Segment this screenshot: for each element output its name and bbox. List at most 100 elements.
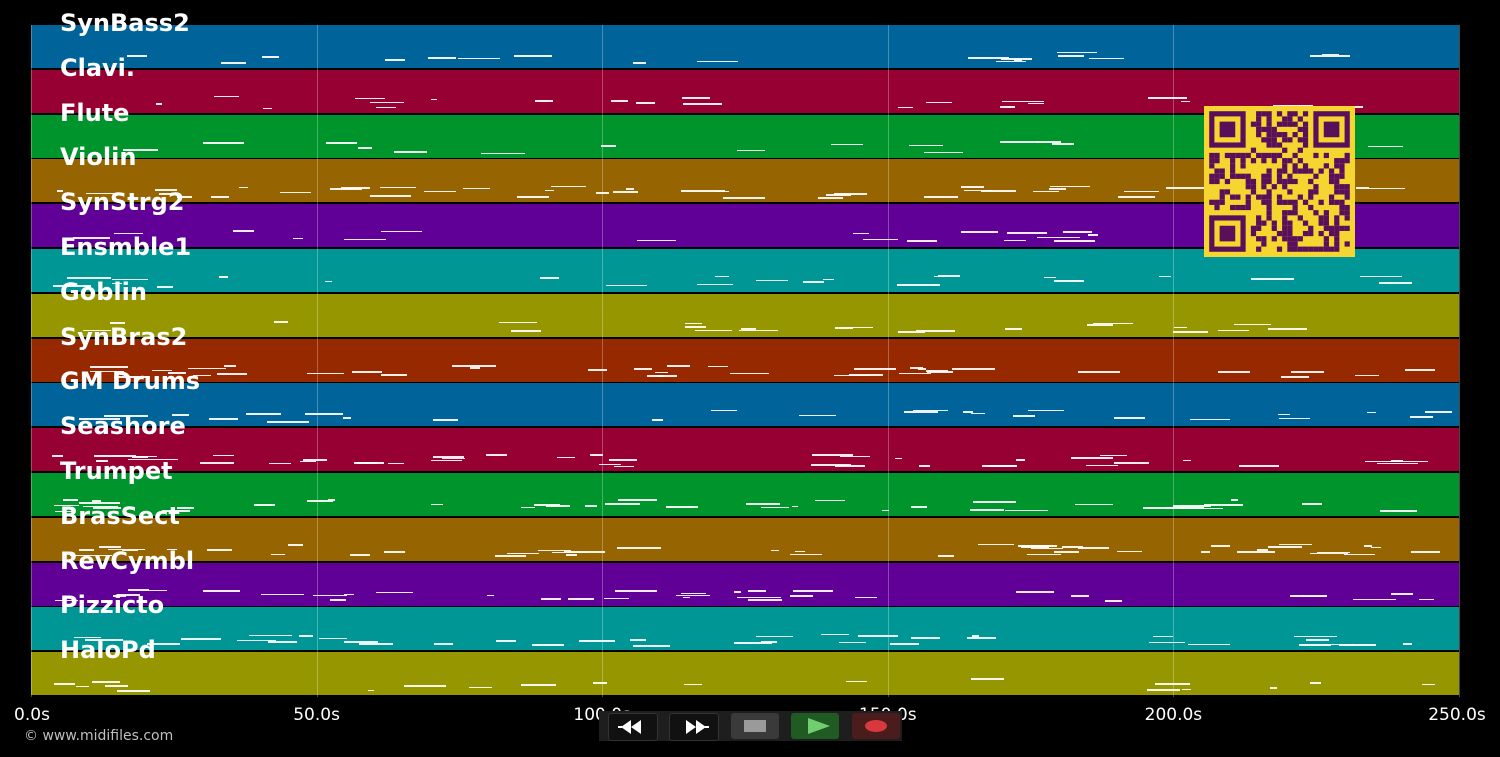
track-lane[interactable]	[31, 473, 1459, 516]
time-gridline	[1173, 25, 1175, 697]
note-mark	[1378, 282, 1412, 284]
note-mark	[895, 457, 902, 460]
note-mark	[306, 372, 344, 375]
note-mark	[181, 638, 222, 640]
note-mark	[1321, 53, 1339, 56]
note-mark	[610, 100, 628, 102]
note-mark	[1071, 457, 1113, 459]
note-mark	[381, 230, 422, 233]
note-mark	[1099, 454, 1128, 457]
note-mark	[209, 418, 239, 420]
track-lane[interactable]	[31, 293, 1459, 337]
note-mark	[342, 417, 352, 419]
note-mark	[1088, 57, 1124, 60]
note-mark	[1272, 104, 1314, 107]
time-gridline	[31, 25, 32, 697]
time-gridline	[316, 25, 318, 697]
note-mark	[1364, 545, 1372, 547]
note-mark	[1316, 551, 1351, 554]
note-mark	[927, 371, 953, 373]
note-mark	[840, 455, 871, 458]
note-mark	[614, 590, 657, 593]
note-mark	[852, 232, 869, 235]
track-lane[interactable]	[31, 562, 1459, 606]
note-mark	[1048, 188, 1066, 190]
track-name: Flute	[60, 98, 130, 127]
stop-button[interactable]	[731, 713, 779, 739]
note-mark	[598, 463, 621, 466]
note-mark	[825, 194, 852, 197]
track-lane[interactable]	[31, 25, 1459, 68]
track-lane[interactable]	[31, 69, 1459, 113]
note-mark	[1050, 185, 1091, 188]
note-mark	[1026, 553, 1061, 556]
note-mark	[1053, 551, 1080, 554]
note-mark	[168, 371, 187, 374]
record-button[interactable]	[852, 713, 900, 739]
note-mark	[898, 331, 926, 333]
note-mark	[368, 689, 375, 692]
track-name: GM Drums	[60, 367, 201, 396]
note-mark	[1117, 196, 1155, 198]
play-button[interactable]	[791, 713, 839, 739]
note-mark	[344, 641, 379, 643]
note-mark	[123, 149, 159, 151]
note-mark	[127, 589, 149, 591]
track-lane[interactable]	[31, 607, 1459, 651]
note-mark	[1004, 239, 1026, 242]
note-mark	[1290, 371, 1325, 373]
note-mark	[537, 549, 572, 552]
note-mark	[116, 690, 151, 692]
note-mark	[680, 190, 725, 193]
qr-code[interactable]	[1204, 106, 1355, 257]
track-name: Violin	[60, 143, 137, 172]
note-mark	[625, 188, 634, 190]
note-mark	[1027, 409, 1064, 412]
time-tick-label: 50.0s	[293, 705, 340, 725]
note-mark	[210, 196, 229, 199]
track-lane[interactable]	[31, 428, 1459, 472]
note-mark	[1154, 683, 1190, 685]
track-lane[interactable]	[31, 517, 1459, 561]
note-mark	[812, 454, 854, 456]
note-mark	[126, 55, 147, 57]
note-mark	[1422, 683, 1436, 686]
rewind-button[interactable]	[608, 713, 658, 741]
note-mark	[1148, 641, 1185, 644]
note-mark	[219, 275, 228, 278]
note-mark	[212, 454, 234, 457]
note-mark	[676, 594, 710, 597]
track-lane[interactable]	[31, 338, 1459, 382]
track-lane[interactable]	[31, 652, 1459, 696]
note-mark	[1303, 595, 1325, 598]
note-mark	[962, 411, 973, 414]
note-mark	[442, 457, 465, 460]
note-mark	[299, 460, 317, 463]
note-mark	[1104, 600, 1122, 602]
note-mark	[1390, 593, 1414, 595]
note-mark	[70, 554, 113, 557]
note-mark	[1390, 460, 1403, 462]
note-mark	[1086, 464, 1119, 467]
track-lane[interactable]	[31, 383, 1459, 427]
note-mark	[238, 186, 248, 189]
note-mark	[463, 187, 490, 190]
note-mark	[160, 458, 179, 461]
note-mark	[1369, 187, 1406, 190]
note-mark	[1044, 276, 1057, 279]
note-mark	[513, 54, 552, 57]
note-mark	[1075, 503, 1113, 506]
note-mark	[1404, 369, 1436, 372]
note-mark	[1376, 462, 1418, 465]
time-tick-label: 200.0s	[1144, 705, 1203, 725]
note-mark	[972, 634, 979, 637]
fast-forward-button[interactable]	[669, 713, 719, 741]
note-mark	[846, 680, 867, 683]
note-mark	[261, 56, 279, 58]
note-mark	[898, 372, 931, 375]
note-mark	[566, 554, 578, 556]
note-mark	[911, 506, 927, 508]
note-mark	[83, 505, 119, 508]
note-mark	[961, 231, 998, 234]
note-mark	[618, 499, 657, 502]
